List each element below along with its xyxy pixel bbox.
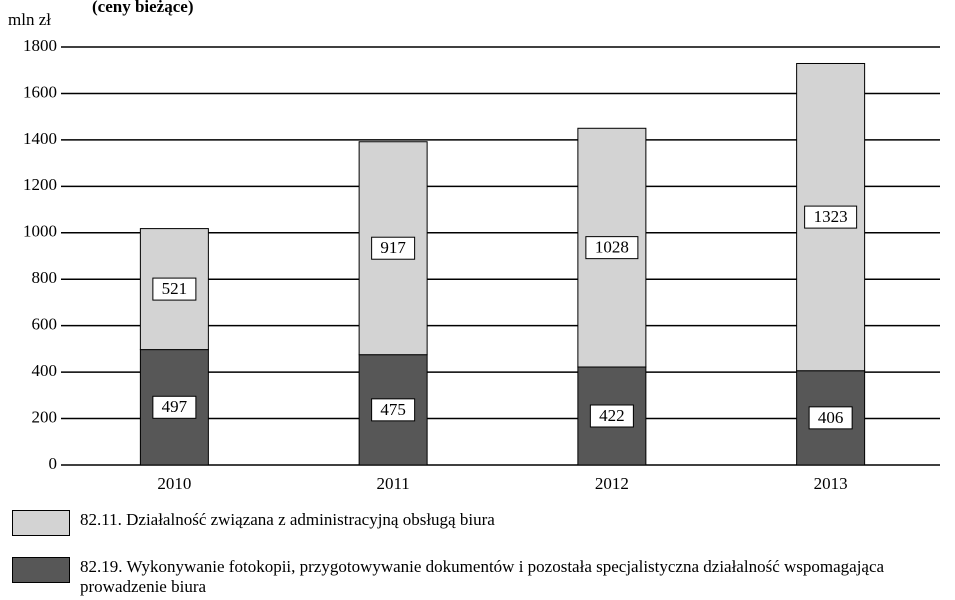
legend-swatch bbox=[12, 557, 70, 583]
value-label-box bbox=[152, 277, 197, 301]
y-tick-label: 600 bbox=[32, 315, 58, 334]
y-tick-label: 1800 bbox=[23, 36, 57, 55]
value-label: 917 bbox=[380, 238, 406, 257]
value-label-box bbox=[371, 398, 416, 422]
legend-entry: 82.19. Wykonywanie fotokopii, przygotowy… bbox=[12, 557, 950, 597]
chart-subtitle: (ceny bieżące) bbox=[92, 0, 193, 16]
value-label: 1028 bbox=[595, 238, 629, 257]
y-tick-label: 400 bbox=[32, 361, 58, 380]
y-tick-label: 0 bbox=[49, 454, 58, 473]
legend-entry: 82.11. Działalność związana z administra… bbox=[12, 510, 950, 536]
chart: (ceny bieżące) mln zł 0 200 400 600 800 1000 1… bbox=[8, 0, 940, 493]
value-label: 1323 bbox=[814, 207, 848, 226]
value-label-box bbox=[589, 404, 634, 428]
y-tick-label: 1600 bbox=[23, 82, 57, 101]
x-tick-label: 2012 bbox=[595, 474, 629, 493]
value-label-box bbox=[808, 406, 853, 430]
legend-label: 82.11. Działalność związana z administra… bbox=[80, 510, 495, 529]
x-tick-label: 2011 bbox=[376, 474, 409, 493]
y-tick-label: 1200 bbox=[23, 175, 57, 194]
value-label-box bbox=[371, 236, 416, 260]
legend-swatch bbox=[12, 510, 70, 536]
value-label: 497 bbox=[162, 397, 188, 416]
value-label: 521 bbox=[162, 279, 188, 298]
value-label-box bbox=[152, 395, 197, 419]
x-tick-label: 2010 bbox=[157, 474, 191, 493]
value-label: 406 bbox=[818, 408, 844, 427]
value-label: 475 bbox=[380, 400, 406, 419]
value-label-box bbox=[804, 205, 858, 229]
x-tick-label: 2013 bbox=[814, 474, 848, 493]
value-label-box bbox=[585, 236, 639, 260]
y-tick-label: 200 bbox=[32, 407, 58, 426]
y-tick-label: 1400 bbox=[23, 129, 57, 148]
y-tick-label: 1000 bbox=[23, 222, 57, 241]
y-tick-label: 800 bbox=[32, 268, 58, 287]
legend-label: 82.19. Wykonywanie fotokopii, przygotowy… bbox=[80, 557, 885, 596]
y-axis-label: mln zł bbox=[8, 10, 51, 29]
value-label: 422 bbox=[599, 406, 625, 425]
